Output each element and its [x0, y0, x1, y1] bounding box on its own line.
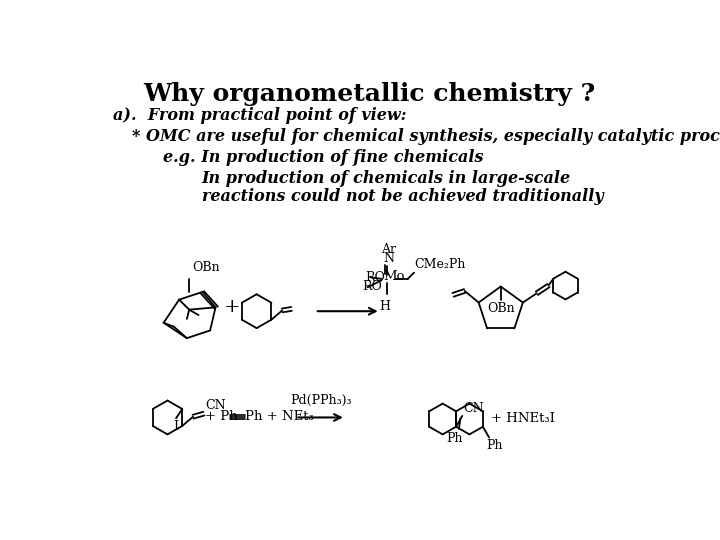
Text: Ph: Ph: [487, 439, 503, 452]
Text: Ph + NEt₃: Ph + NEt₃: [245, 410, 314, 423]
Text: Mo: Mo: [383, 270, 405, 283]
Text: I: I: [173, 420, 178, 433]
Text: CN: CN: [463, 402, 484, 415]
Text: +: +: [224, 298, 240, 316]
Text: OBn: OBn: [192, 261, 220, 274]
Text: In production of chemicals in large-scale: In production of chemicals in large-scal…: [202, 170, 571, 186]
Text: H: H: [379, 300, 390, 313]
Text: * OMC are useful for chemical synthesis, especially catalytic processes,: * OMC are useful for chemical synthesis,…: [132, 128, 720, 145]
Text: reactions could not be achieved traditionally: reactions could not be achieved traditio…: [202, 188, 603, 205]
Text: RO: RO: [365, 271, 385, 284]
Text: Ph: Ph: [447, 432, 463, 445]
Text: + HNEt₃I: + HNEt₃I: [491, 413, 555, 426]
Text: Why organometallic chemistry ?: Why organometallic chemistry ?: [143, 82, 595, 106]
Text: e.g. In production of fine chemicals: e.g. In production of fine chemicals: [163, 148, 483, 166]
Text: a).  From practical point of view:: a). From practical point of view:: [113, 107, 407, 124]
Text: N: N: [383, 252, 394, 265]
Text: CN: CN: [205, 399, 226, 412]
Text: + Ph: + Ph: [204, 410, 238, 423]
Text: OBn: OBn: [487, 302, 515, 315]
Text: Ar: Ar: [381, 243, 395, 256]
Text: Pd(PPh₃)₃: Pd(PPh₃)₃: [290, 394, 351, 408]
Text: RO: RO: [362, 280, 382, 293]
Text: CMe₂Ph: CMe₂Ph: [414, 258, 465, 271]
